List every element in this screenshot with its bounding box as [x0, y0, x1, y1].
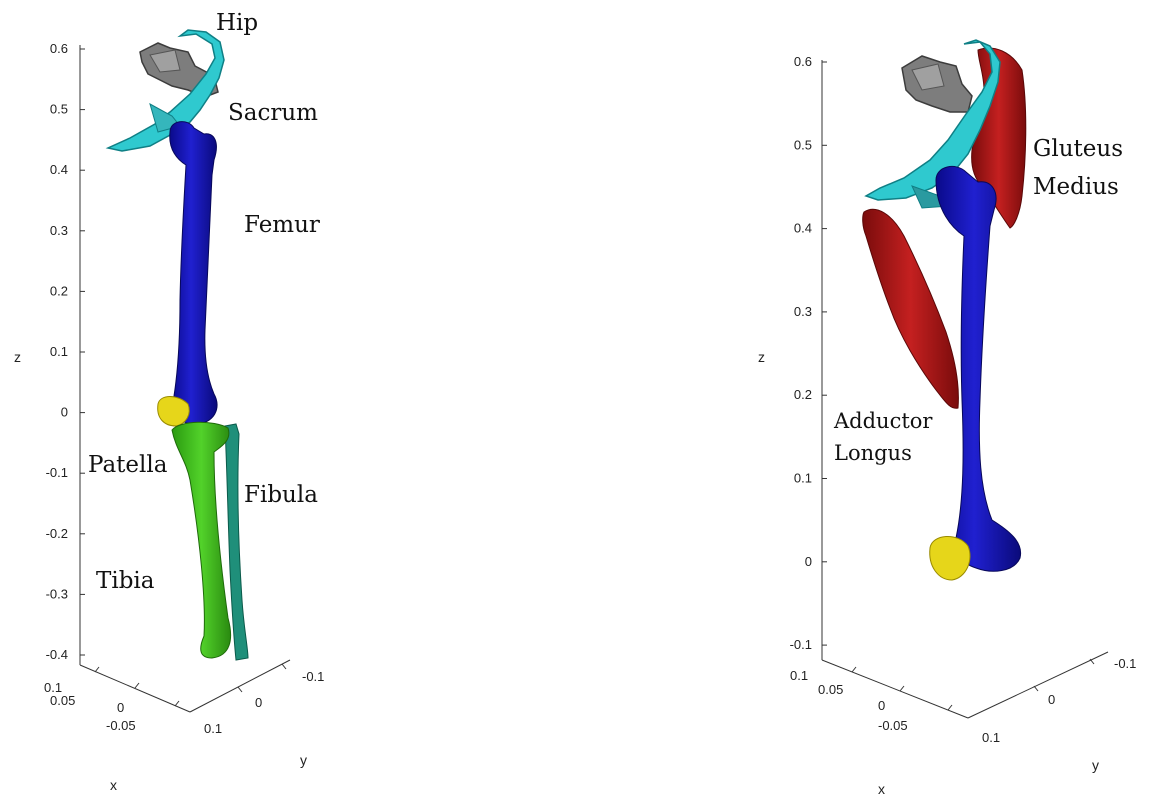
z-tick-label: 0.6 [794, 54, 812, 69]
left-y-tick: 0 [255, 695, 262, 710]
label-adductor-longus-line1: Adductor [833, 409, 933, 433]
left-y-tick: -0.1 [302, 669, 324, 684]
right-panel: 0.6 0.5 0.4 0.3 0.2 0.1 0 -0.1 0.1 0.05 0 -0.05… [758, 39, 1136, 797]
left-panel: 0.6 0.5 0.4 0.3 0.2 0.1 0 -0.1 -0.2 -0.3 -0.4 0.1 … [14, 10, 324, 793]
left-x-ticks: 0.1 0.05 0 -0.05 [44, 666, 180, 733]
left-axes: 0.6 0.5 0.4 0.3 0.2 0.1 0 -0.1 -0.2 -0.3 -0.4 0.1 … [14, 41, 324, 793]
left-femur-shape [169, 121, 218, 425]
right-x-tick: 0.05 [818, 682, 843, 697]
right-y-tick-mark [1089, 658, 1095, 665]
right-x-tick: -0.05 [878, 718, 908, 733]
right-x-axis-line [821, 659, 969, 719]
label-hip: Hip [216, 10, 258, 36]
z-tick-label: 0 [61, 405, 68, 420]
label-gluteus-medius-line2: Medius [1033, 174, 1119, 200]
right-patella-shape [929, 536, 971, 581]
label-fibula: Fibula [244, 482, 318, 508]
right-labels: Gluteus Medius Adductor Longus [833, 136, 1123, 465]
left-y-tick-mark [237, 686, 243, 693]
left-x-tick: 0.05 [50, 693, 75, 708]
left-fibula-shape [224, 423, 249, 661]
z-tick-label: -0.4 [46, 647, 68, 662]
z-tick-label: -0.2 [46, 526, 68, 541]
z-tick-label: -0.3 [46, 586, 68, 601]
right-y-tick: 0.1 [982, 730, 1000, 745]
left-y-tick: 0.1 [204, 721, 222, 736]
right-sacrum-highlight [911, 63, 945, 91]
z-tick-label: 0.6 [50, 41, 68, 56]
right-adductor-longus-shape [862, 208, 959, 409]
left-x-axis-line [79, 664, 191, 713]
right-z-axis-label: z [758, 349, 765, 365]
z-tick-label: 0.1 [794, 471, 812, 486]
left-skeleton [105, 29, 249, 661]
z-tick-label: -0.1 [46, 465, 68, 480]
z-tick-label: -0.1 [790, 637, 812, 652]
right-axes: 0.6 0.5 0.4 0.3 0.2 0.1 0 -0.1 0.1 0.05 0 -0.05… [758, 54, 1136, 797]
left-y-axis-line [189, 659, 291, 713]
z-tick-label: 0.4 [794, 221, 812, 236]
right-x-ticks: 0.1 0.05 0 -0.05 [790, 666, 953, 733]
right-femur-shape [935, 165, 1022, 572]
right-y-ticks: -0.1 0 0.1 [982, 656, 1136, 745]
left-labels: Hip Sacrum Femur Patella Fibula Tibia [88, 10, 320, 594]
right-z-ticks: 0.6 0.5 0.4 0.3 0.2 0.1 0 -0.1 [790, 54, 827, 652]
left-y-axis-label: y [300, 752, 307, 768]
right-x-tick-mark [947, 704, 953, 711]
z-tick-label: 0 [805, 554, 812, 569]
z-tick-label: 0.2 [50, 283, 68, 298]
z-tick-label: 0.2 [794, 387, 812, 402]
z-tick-label: 0.1 [50, 344, 68, 359]
right-x-tick-mark [899, 685, 905, 692]
left-x-tick-mark [134, 682, 140, 689]
left-z-ticks: 0.6 0.5 0.4 0.3 0.2 0.1 0 -0.1 -0.2 -0.3 -0.4 [46, 41, 85, 662]
left-y-ticks: -0.1 0 0.1 [204, 663, 324, 736]
left-x-axis-label: x [110, 777, 117, 793]
right-hip-shape [864, 39, 1001, 201]
left-x-tick-mark [94, 666, 100, 673]
label-adductor-longus-line2: Longus [834, 441, 912, 465]
label-sacrum: Sacrum [228, 100, 318, 126]
right-y-axis-label: y [1092, 757, 1099, 773]
label-gluteus-medius-line1: Gluteus [1033, 136, 1123, 162]
z-tick-label: 0.3 [794, 304, 812, 319]
z-tick-label: 0.3 [50, 223, 68, 238]
right-y-tick: 0 [1048, 692, 1055, 707]
right-x-tick: 0.1 [790, 668, 808, 683]
left-x-tick: 0 [117, 700, 124, 715]
right-y-axis-line [967, 651, 1109, 719]
label-tibia: Tibia [96, 568, 155, 594]
left-sacrum-highlight [149, 49, 181, 73]
right-x-tick-mark [851, 666, 857, 673]
left-y-tick-mark [281, 663, 287, 670]
right-skeleton [862, 39, 1027, 581]
right-x-axis-label: x [878, 781, 885, 797]
z-tick-label: 0.4 [50, 162, 68, 177]
left-z-axis-label: z [14, 349, 21, 365]
left-patella-shape [157, 396, 190, 427]
left-x-tick: 0.1 [44, 680, 62, 695]
right-x-tick: 0 [878, 698, 885, 713]
label-femur: Femur [244, 212, 320, 238]
right-y-tick-mark [1033, 685, 1039, 692]
left-x-tick: -0.05 [106, 718, 136, 733]
right-y-tick: -0.1 [1114, 656, 1136, 671]
z-tick-label: 0.5 [50, 102, 68, 117]
left-tibia-shape [171, 421, 232, 659]
z-tick-label: 0.5 [794, 137, 812, 152]
left-x-tick-mark [174, 700, 180, 707]
label-patella: Patella [88, 452, 168, 478]
